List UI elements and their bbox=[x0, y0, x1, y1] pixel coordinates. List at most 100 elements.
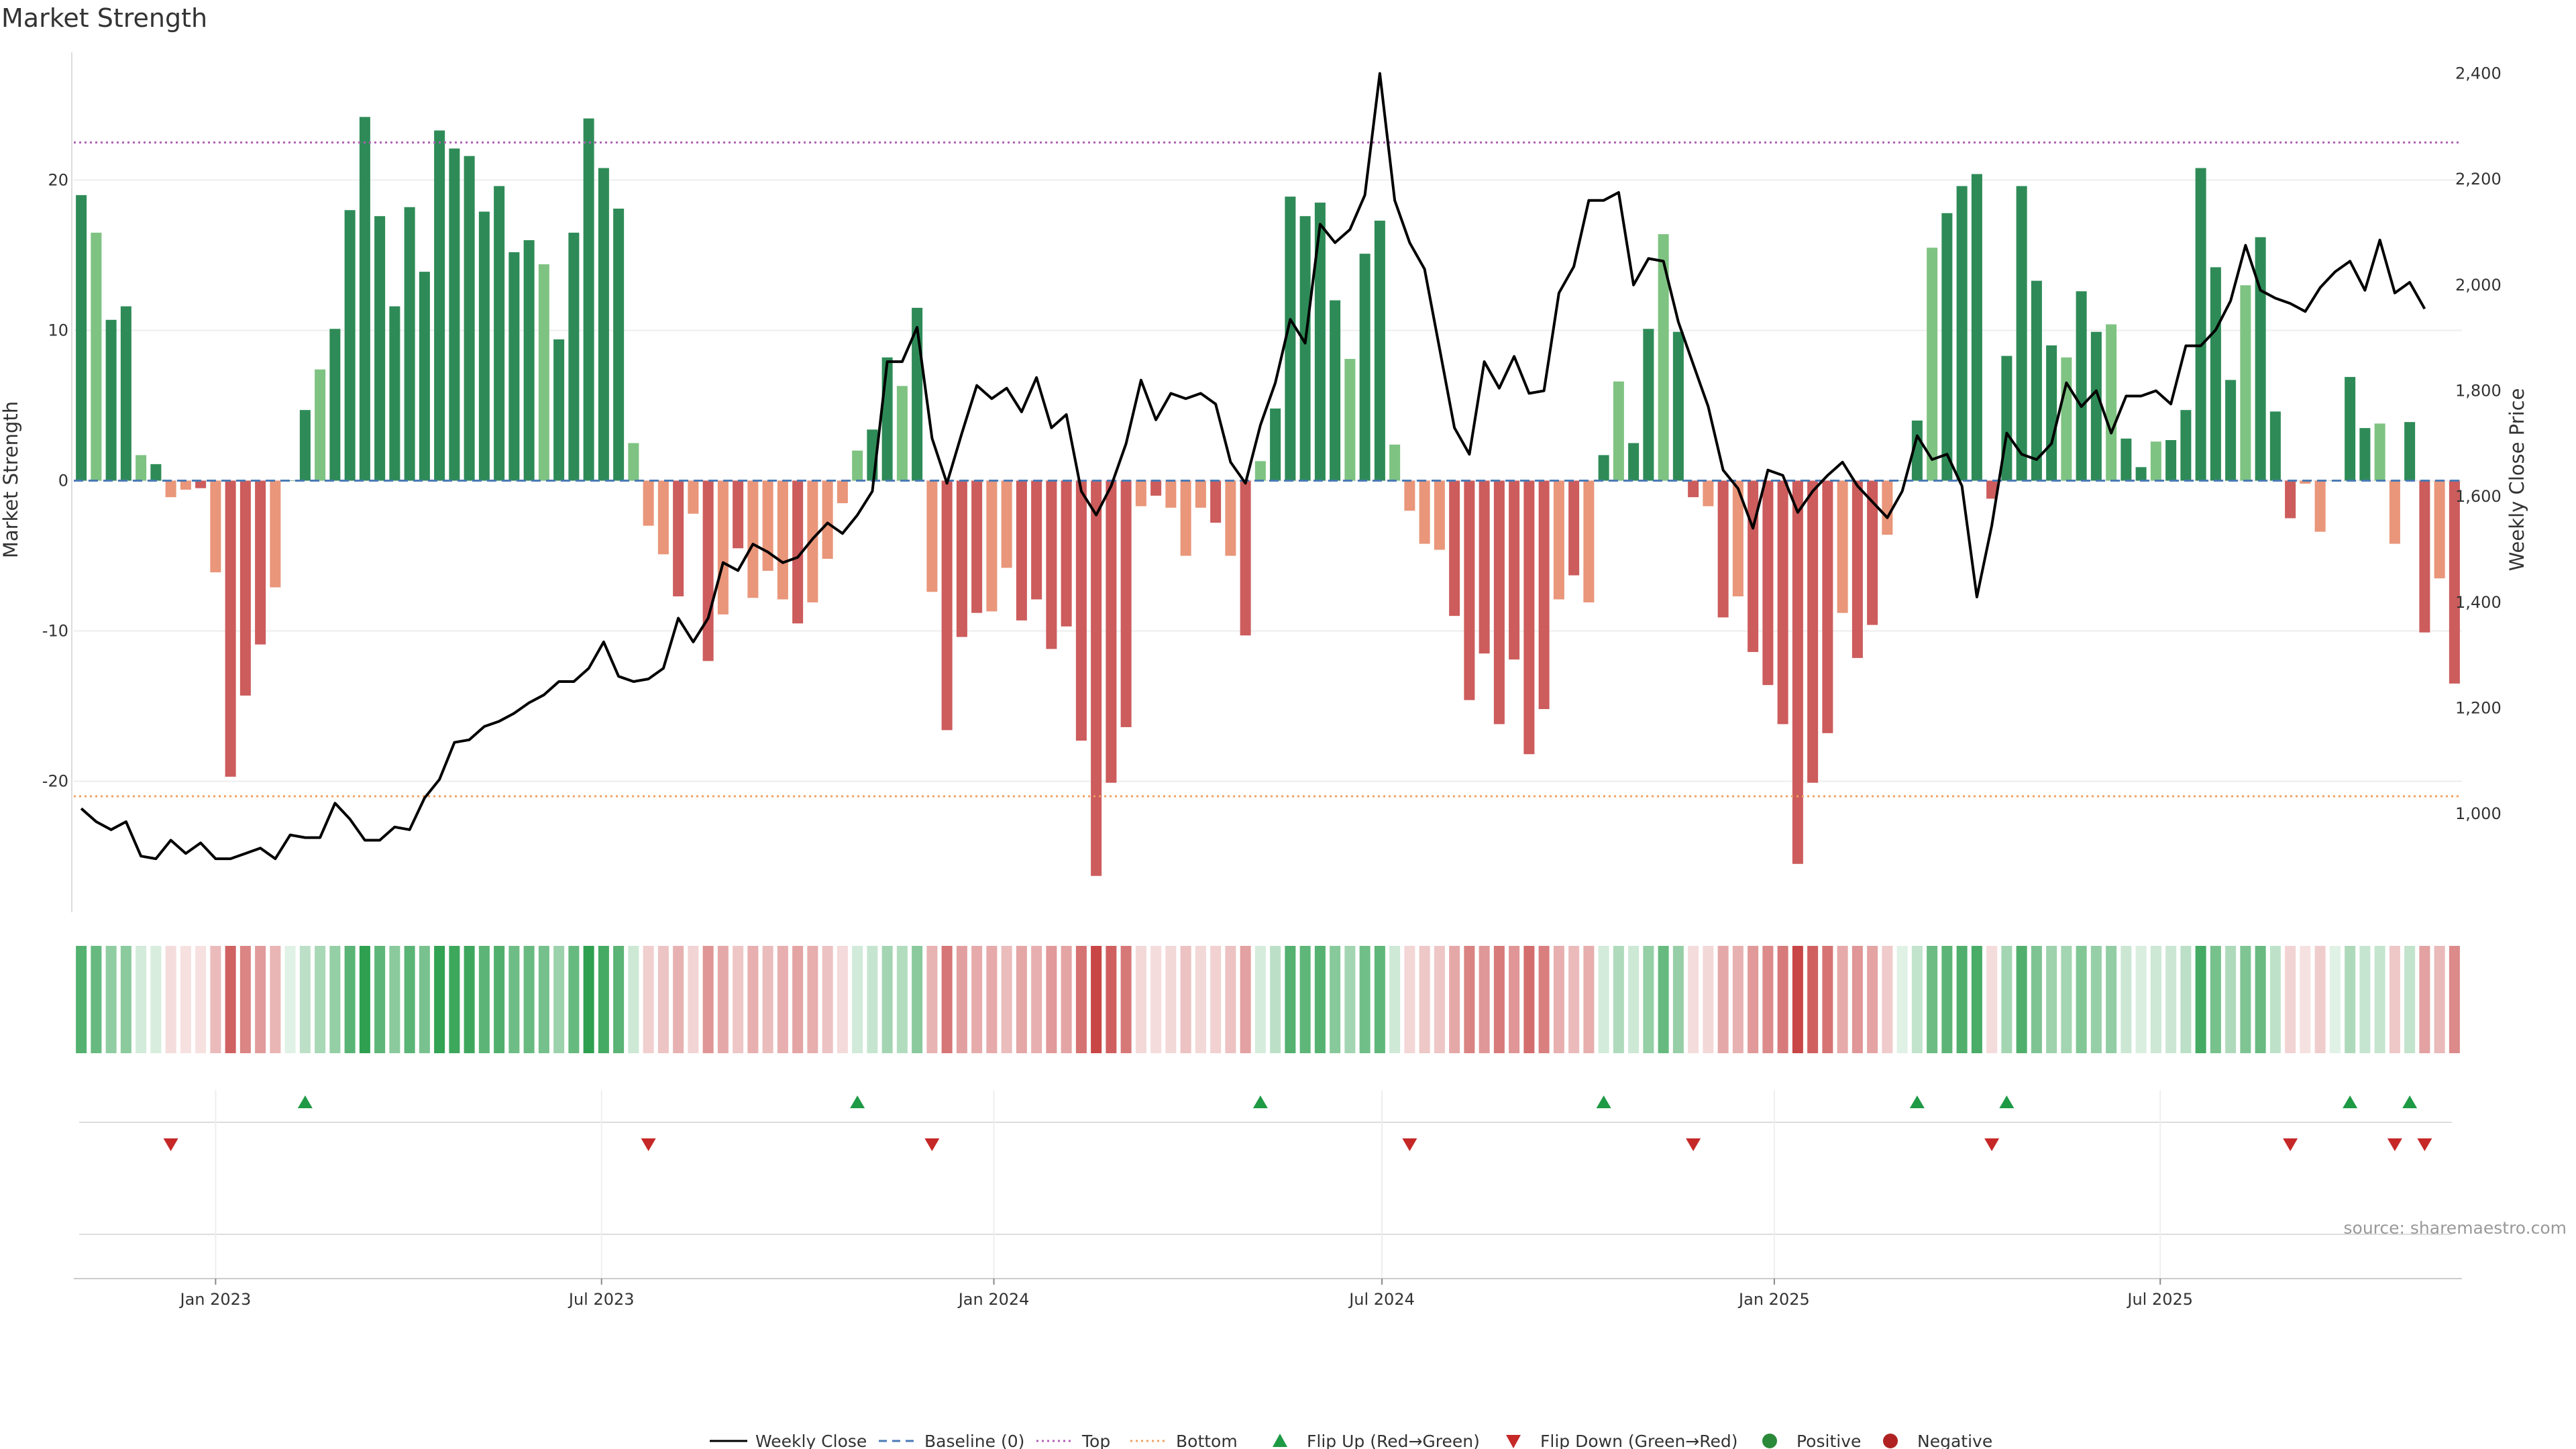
heat-cell bbox=[881, 946, 893, 1053]
strength-bar bbox=[2210, 267, 2221, 481]
heat-cell bbox=[2225, 946, 2237, 1053]
heat-cell bbox=[1807, 946, 1819, 1053]
heat-cell bbox=[1314, 946, 1326, 1053]
flip-down-marker bbox=[163, 1138, 178, 1151]
heat-cell bbox=[270, 946, 281, 1053]
heat-cell bbox=[1046, 946, 1057, 1053]
strength-bar bbox=[1001, 480, 1012, 568]
heat-cell bbox=[1330, 946, 1341, 1053]
y-tick-label: 0 bbox=[58, 472, 68, 490]
strength-bar bbox=[1344, 359, 1356, 481]
heat-cell bbox=[1359, 946, 1371, 1053]
strength-bar bbox=[657, 480, 669, 555]
heat-cell bbox=[1493, 946, 1505, 1053]
heat-cell bbox=[195, 946, 207, 1053]
legend-item: Bottom bbox=[1130, 1432, 1238, 1449]
strength-bar bbox=[449, 148, 460, 481]
flip-up-marker bbox=[1909, 1095, 1925, 1108]
heat-cell bbox=[792, 946, 804, 1053]
heat-cell bbox=[867, 946, 878, 1053]
heat-cell bbox=[1419, 946, 1430, 1053]
legend-item: Negative bbox=[1883, 1432, 1992, 1449]
strength-bar bbox=[315, 369, 326, 481]
heat-cell bbox=[733, 946, 744, 1053]
strength-bar bbox=[2434, 480, 2445, 579]
heat-cell bbox=[1941, 946, 1953, 1053]
strength-bar bbox=[896, 386, 908, 481]
strength-bar bbox=[2165, 440, 2177, 481]
strength-bar bbox=[1882, 480, 1893, 535]
weekly-close-line-layer bbox=[80, 72, 2426, 861]
heat-cell bbox=[1732, 946, 1743, 1053]
strength-bar bbox=[494, 186, 505, 481]
heat-cell bbox=[1986, 946, 1998, 1053]
heat-cell bbox=[1031, 946, 1042, 1053]
y-tick-label: 20 bbox=[48, 170, 68, 189]
heat-cell bbox=[1867, 946, 1878, 1053]
heat-cell bbox=[1717, 946, 1729, 1053]
strength-bar bbox=[1986, 480, 1998, 499]
strength-bar bbox=[1837, 480, 1848, 613]
heat-cell bbox=[777, 946, 788, 1053]
triangle-up-icon bbox=[1273, 1434, 1287, 1447]
strength-bar bbox=[2269, 411, 2281, 481]
heat-cell bbox=[2195, 946, 2206, 1053]
strength-bar bbox=[2419, 480, 2430, 633]
strength-bar bbox=[150, 464, 162, 481]
strength-bar bbox=[688, 480, 699, 514]
heat-cell bbox=[1449, 946, 1460, 1053]
heat-cell bbox=[374, 946, 386, 1053]
heat-cell bbox=[1927, 946, 1938, 1053]
heat-cell bbox=[762, 946, 773, 1053]
heat-cell bbox=[105, 946, 117, 1053]
heat-cell bbox=[688, 946, 699, 1053]
strength-bar bbox=[344, 210, 356, 481]
heat-cell bbox=[464, 946, 475, 1053]
heat-cell bbox=[2359, 946, 2371, 1053]
heat-cell bbox=[1792, 946, 1803, 1053]
strength-bar bbox=[2449, 480, 2460, 684]
flip-markers bbox=[79, 1095, 2452, 1235]
heat-cell bbox=[359, 946, 370, 1053]
strength-bar bbox=[1703, 480, 1714, 506]
heat-cell bbox=[1613, 946, 1624, 1053]
heat-cell bbox=[299, 946, 311, 1053]
strength-bar bbox=[1240, 480, 1251, 636]
heat-cell bbox=[717, 946, 729, 1053]
strength-bar bbox=[1523, 480, 1535, 755]
heat-cell bbox=[1165, 946, 1177, 1053]
heat-cell bbox=[449, 946, 460, 1053]
legend: Weekly Close Baseline (0) Top Bottom Flip Up… bbox=[710, 1432, 1992, 1449]
y2-tick-label: 1,400 bbox=[2455, 593, 2502, 612]
strength-bar bbox=[2314, 480, 2326, 532]
heat-cell bbox=[2374, 946, 2385, 1053]
heat-cell bbox=[837, 946, 848, 1053]
strength-bar bbox=[1941, 213, 1953, 481]
y-tick-label: -20 bbox=[42, 772, 68, 791]
strength-bar bbox=[986, 480, 998, 612]
heat-cell bbox=[165, 946, 176, 1053]
heat-cell bbox=[419, 946, 430, 1053]
strength-bar bbox=[1106, 480, 1117, 783]
strength-bar bbox=[1419, 480, 1430, 544]
strength-bar bbox=[702, 480, 714, 661]
legend-label: Weekly Close bbox=[755, 1432, 867, 1449]
heat-cell bbox=[2061, 946, 2072, 1053]
strength-bar bbox=[1165, 480, 1177, 508]
strength-bar bbox=[1911, 420, 1923, 481]
heat-cell bbox=[2031, 946, 2042, 1053]
heat-cell bbox=[2434, 946, 2445, 1053]
y2-tick-label: 1,800 bbox=[2455, 381, 2502, 400]
heat-cell bbox=[553, 946, 565, 1053]
strength-bar bbox=[1927, 248, 1938, 481]
heat-cell bbox=[2165, 946, 2177, 1053]
flip-up-marker bbox=[1999, 1095, 2015, 1108]
strength-bar bbox=[2389, 480, 2400, 544]
strength-bar bbox=[1225, 480, 1236, 556]
heat-cell bbox=[1404, 946, 1415, 1053]
strength-bar bbox=[299, 410, 311, 481]
strength-bar bbox=[762, 480, 773, 571]
strength-bar bbox=[1762, 480, 1774, 686]
strength-bar bbox=[1254, 461, 1266, 481]
heat-cell bbox=[344, 946, 356, 1053]
